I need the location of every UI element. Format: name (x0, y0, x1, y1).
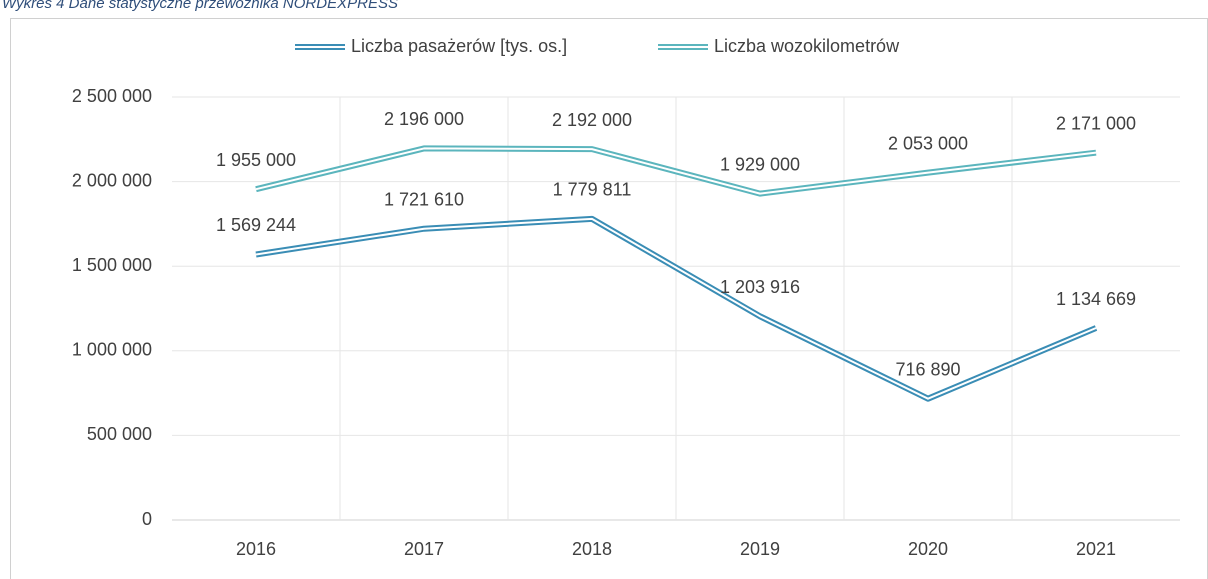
y-tick-label: 500 000 (87, 424, 152, 444)
y-tick-label: 0 (142, 509, 152, 529)
x-tick-label: 2018 (572, 539, 612, 559)
legend-label: Liczba wozokilometrów (714, 36, 900, 56)
data-label: 1 779 811 (553, 180, 632, 200)
legend-label: Liczba pasażerów [tys. os.] (351, 36, 567, 56)
data-label: 1 203 916 (720, 277, 800, 297)
data-label: 1 929 000 (720, 154, 800, 174)
caption: Wykres 4 Dane statystyczne przewoźnika N… (2, 0, 398, 12)
y-tick-label: 2 000 000 (72, 170, 152, 190)
data-label: 2 171 000 (1056, 113, 1136, 133)
x-tick-label: 2019 (740, 539, 780, 559)
data-label: 716 890 (895, 359, 960, 379)
data-label: 2 196 000 (384, 109, 464, 129)
series-line-inner (255, 147, 1097, 195)
data-label: 2 192 000 (552, 110, 632, 130)
x-tick-label: 2016 (236, 539, 276, 559)
data-label: 2 053 000 (888, 133, 968, 153)
data-label: 1 569 244 (216, 215, 296, 235)
data-label: 1 134 669 (1056, 289, 1136, 309)
y-tick-label: 1 500 000 (72, 255, 152, 275)
x-tick-label: 2017 (404, 539, 444, 559)
data-label: 1 955 000 (216, 150, 296, 170)
data-label: 1 721 610 (384, 189, 464, 209)
x-tick-label: 2021 (1076, 539, 1116, 559)
series-line-inner (255, 217, 1097, 400)
x-tick-label: 2020 (908, 539, 948, 559)
y-tick-label: 2 500 000 (72, 86, 152, 106)
y-tick-label: 1 000 000 (72, 340, 152, 360)
chart-frame (10, 18, 1208, 579)
